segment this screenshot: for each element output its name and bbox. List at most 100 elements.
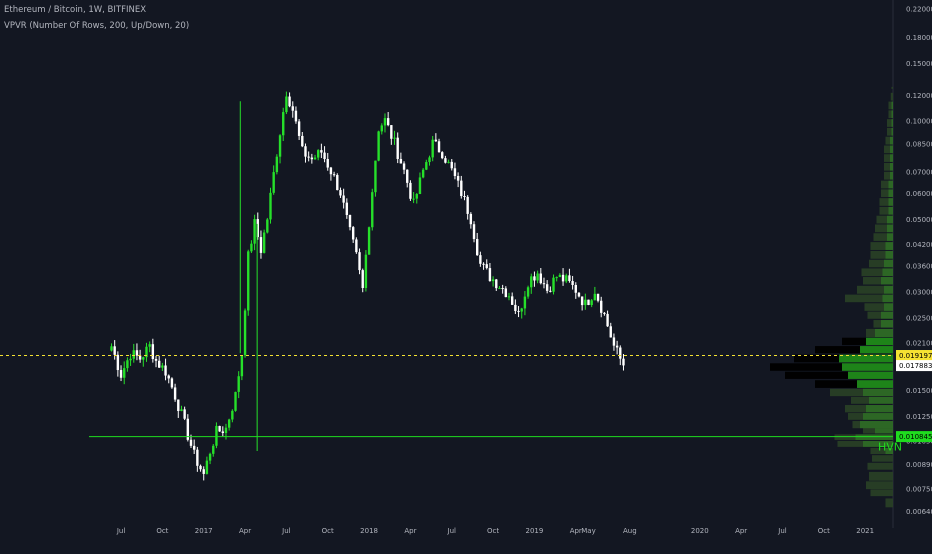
candle-body: [208, 453, 212, 461]
candle-body: [342, 195, 345, 203]
price-axis[interactable]: 0.220000 0.180000 0.150000 0.120000 0.100000…: [906, 6, 932, 516]
candle-body: [145, 346, 148, 358]
candle-body: [234, 391, 237, 411]
volume-bar-up: [863, 440, 893, 447]
symbol-title[interactable]: Ethereum / Bitcoin, 1W, BITFINEX: [4, 5, 147, 15]
x-tick-label: Apr: [570, 527, 582, 535]
volume-bar-down: [863, 277, 881, 285]
volume-bar-up: [866, 337, 893, 346]
y-tick-label: 0.008900: [906, 461, 932, 469]
volume-bar-down: [881, 189, 889, 198]
candle-body: [596, 293, 600, 301]
y-tick-label: 0.070000: [906, 168, 932, 176]
time-axis[interactable]: Jul Oct 2017 Apr Jul Oct 2018 Apr Jul Oct 2019 Apr M…: [116, 527, 874, 535]
candle-body: [593, 293, 597, 301]
candle-body: [402, 163, 406, 170]
candle-body: [339, 190, 342, 196]
candle-body: [253, 219, 256, 244]
candle-body: [558, 274, 562, 278]
volume-bar-down: [869, 471, 893, 481]
x-tick-label: Apr: [735, 527, 747, 535]
volume-bar-down: [890, 92, 893, 101]
volume-bar-up: [890, 162, 893, 171]
hvn-label: HVN: [878, 441, 902, 454]
candle-body: [110, 346, 113, 351]
y-tick-label: 0.180000: [906, 34, 932, 42]
x-tick-label: Jul: [777, 527, 787, 535]
candle-body: [205, 460, 209, 474]
y-tick-label: 0.085000: [906, 141, 932, 149]
x-tick-label: Oct: [487, 527, 499, 535]
volume-bar-down: [870, 250, 886, 259]
volume-bar-up: [863, 388, 893, 397]
volume-bar-down: [870, 447, 886, 455]
candle-body: [301, 135, 304, 147]
marked-price-tag-bg: [896, 350, 932, 362]
candle-body: [326, 159, 329, 168]
volume-bar-up: [881, 311, 893, 319]
candle-body: [495, 279, 498, 289]
candle-body: [526, 287, 530, 297]
volume-bar-down: [848, 413, 863, 420]
volume-bar-down: [794, 354, 839, 363]
candle-body: [161, 365, 164, 368]
candle-body: [456, 175, 460, 181]
x-tick-label: Jul: [447, 527, 457, 535]
volume-bar-down: [884, 162, 890, 171]
candle-body: [491, 279, 495, 282]
volume-bar-up: [857, 380, 893, 388]
candle-body: [164, 365, 167, 376]
volume-bar-down: [888, 101, 892, 110]
volume-bar-down: [879, 206, 889, 215]
candle-body: [409, 182, 412, 199]
volume-bar-up: [891, 119, 893, 127]
candle-body: [367, 227, 371, 255]
candle-body: [536, 273, 539, 281]
candlestick-series: [110, 91, 625, 481]
volume-bar-down: [875, 224, 887, 233]
candle-body: [351, 227, 355, 240]
volume-bar-up: [860, 421, 893, 429]
candle-body: [304, 146, 307, 157]
candle-body: [336, 174, 339, 191]
volume-bar-up: [890, 154, 893, 162]
candle-body: [240, 355, 244, 377]
volume-bar-up: [882, 294, 893, 303]
volume-bar-up: [863, 413, 893, 420]
candle-body: [580, 296, 584, 306]
candle-body: [243, 310, 247, 356]
candle-body: [386, 118, 390, 126]
indicator-legend[interactable]: VPVR (Number Of Rows, 200, Up/Down, 20): [4, 21, 190, 31]
candle-body: [135, 350, 139, 356]
volume-bar-up: [891, 127, 893, 136]
candle-body: [377, 131, 380, 161]
candle-body: [247, 251, 250, 311]
candle-body: [218, 425, 221, 432]
x-tick-label: 2020: [691, 527, 709, 535]
volume-bar-up: [875, 428, 893, 434]
candle-body: [615, 345, 619, 348]
candle-body: [332, 174, 336, 176]
volume-bar-up: [888, 206, 893, 215]
x-tick-label: Jul: [116, 527, 126, 535]
volume-bar-up: [891, 110, 893, 119]
candle-body: [119, 370, 123, 378]
volume-bar-down: [873, 233, 887, 241]
volume-profile: [770, 86, 893, 508]
volume-bar-down: [845, 405, 866, 413]
horizontal-lines: HVN: [0, 355, 902, 454]
candle-body: [231, 410, 234, 420]
y-tick-label: 0.100000: [906, 118, 932, 126]
candle-body: [123, 368, 126, 378]
candle-body: [361, 270, 364, 288]
candle-body: [453, 168, 457, 176]
y-tick-label: 0.150000: [906, 60, 932, 68]
candle-body: [186, 418, 190, 440]
candle-body: [501, 288, 504, 290]
candle-body: [590, 300, 593, 306]
x-tick-label: Apr: [239, 527, 251, 535]
candle-body: [476, 238, 479, 256]
candle-body: [256, 219, 259, 238]
